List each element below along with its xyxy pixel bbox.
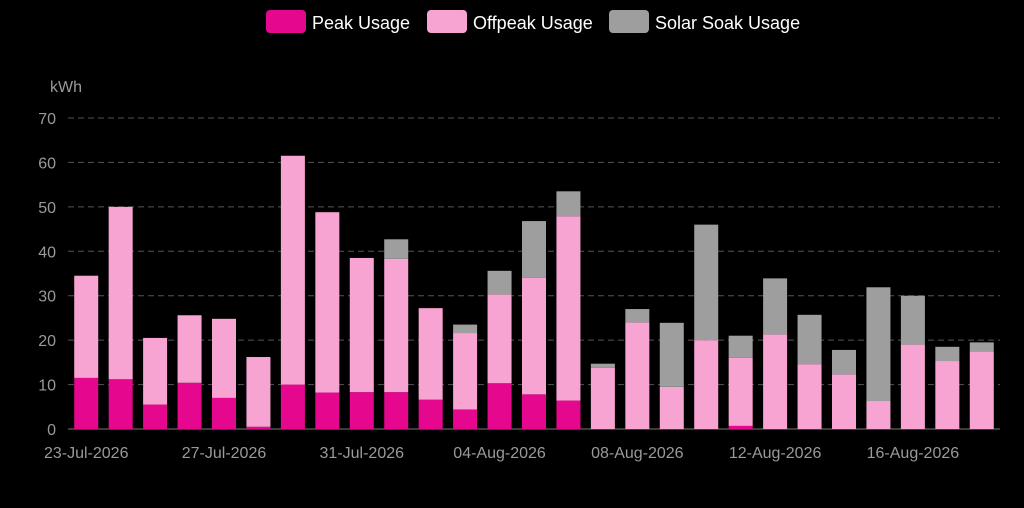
bar-offpeak[interactable] bbox=[900, 344, 925, 429]
bar-offpeak[interactable] bbox=[797, 364, 822, 429]
bar-peak[interactable] bbox=[177, 382, 202, 429]
legend-swatch-solar-soak bbox=[609, 10, 649, 33]
y-tick-label: 0 bbox=[47, 422, 56, 439]
y-tick-label: 50 bbox=[38, 200, 56, 217]
x-tick-label: 23-Jul-2026 bbox=[44, 445, 129, 462]
legend-label-peak: Peak Usage bbox=[312, 13, 410, 33]
bar-peak[interactable] bbox=[418, 399, 443, 429]
y-tick-label: 10 bbox=[38, 378, 56, 395]
bar-peak[interactable] bbox=[280, 384, 305, 429]
bar-offpeak[interactable] bbox=[625, 322, 650, 429]
bar-solar-soak[interactable] bbox=[590, 363, 615, 368]
bar-offpeak[interactable] bbox=[487, 294, 512, 384]
bar-peak[interactable] bbox=[728, 425, 753, 429]
bar-solar-soak[interactable] bbox=[832, 349, 856, 375]
x-tick-label: 04-Aug-2026 bbox=[453, 445, 546, 462]
x-tick-label: 31-Jul-2026 bbox=[320, 445, 405, 462]
y-axis: 0 10 20 30 40 50 60 70 bbox=[38, 111, 56, 439]
bar-solar-soak[interactable] bbox=[625, 309, 650, 323]
bar-solar-soak[interactable] bbox=[522, 221, 546, 278]
bar-solar-soak[interactable] bbox=[556, 191, 581, 217]
bar-peak[interactable] bbox=[556, 400, 581, 429]
bar-solar-soak[interactable] bbox=[694, 224, 719, 341]
bar-offpeak[interactable] bbox=[349, 257, 374, 393]
x-tick-label: 12-Aug-2026 bbox=[729, 445, 822, 462]
bar-offpeak[interactable] bbox=[556, 216, 581, 401]
y-tick-label: 70 bbox=[38, 111, 56, 128]
bar-offpeak[interactable] bbox=[522, 277, 546, 395]
bar-peak[interactable] bbox=[108, 379, 133, 429]
bar-solar-soak[interactable] bbox=[797, 314, 822, 365]
y-tick-label: 60 bbox=[38, 155, 56, 172]
bar-offpeak[interactable] bbox=[763, 334, 788, 429]
bar-offpeak[interactable] bbox=[143, 337, 168, 405]
bar-solar-soak[interactable] bbox=[384, 239, 409, 259]
bar-offpeak[interactable] bbox=[832, 374, 856, 429]
bar-solar-soak[interactable] bbox=[728, 335, 753, 358]
y-tick-label: 30 bbox=[38, 289, 56, 306]
bar-offpeak[interactable] bbox=[177, 315, 202, 383]
bar-solar-soak[interactable] bbox=[659, 322, 684, 387]
x-tick-label: 16-Aug-2026 bbox=[867, 445, 960, 462]
bar-offpeak[interactable] bbox=[659, 386, 684, 429]
legend-item-peak[interactable]: Peak Usage bbox=[266, 10, 410, 33]
bar-peak[interactable] bbox=[522, 394, 546, 429]
legend: Peak Usage Offpeak Usage Solar Soak Usag… bbox=[266, 10, 800, 33]
bar-peak[interactable] bbox=[212, 397, 236, 429]
bar-peak[interactable] bbox=[246, 426, 271, 429]
bar-offpeak[interactable] bbox=[280, 155, 305, 385]
bar-offpeak[interactable] bbox=[590, 367, 615, 429]
bar-offpeak[interactable] bbox=[212, 318, 236, 398]
bar-solar-soak[interactable] bbox=[866, 287, 891, 402]
bar-offpeak[interactable] bbox=[384, 258, 409, 393]
y-axis-unit-label: kWh bbox=[50, 79, 82, 96]
bar-peak[interactable] bbox=[384, 392, 409, 429]
y-tick-label: 40 bbox=[38, 244, 56, 261]
bar-solar-soak[interactable] bbox=[487, 270, 512, 295]
bar-peak[interactable] bbox=[453, 409, 478, 429]
legend-swatch-offpeak bbox=[427, 10, 467, 33]
x-tick-label: 27-Jul-2026 bbox=[182, 445, 267, 462]
bar-offpeak[interactable] bbox=[935, 361, 960, 429]
bar-solar-soak[interactable] bbox=[900, 295, 925, 345]
x-axis: 23-Jul-2026 27-Jul-2026 31-Jul-2026 04-Aug-… bbox=[44, 445, 959, 462]
bar-solar-soak[interactable] bbox=[453, 324, 478, 334]
legend-label-solar-soak: Solar Soak Usage bbox=[655, 13, 800, 33]
legend-item-solar-soak[interactable]: Solar Soak Usage bbox=[609, 10, 800, 33]
bar-offpeak[interactable] bbox=[246, 357, 271, 427]
bar-offpeak[interactable] bbox=[74, 275, 99, 378]
bar-peak[interactable] bbox=[143, 404, 168, 429]
bar-solar-soak[interactable] bbox=[969, 342, 994, 352]
bar-solar-soak[interactable] bbox=[935, 346, 960, 362]
y-tick-label: 20 bbox=[38, 333, 56, 350]
bar-offpeak[interactable] bbox=[315, 212, 340, 393]
bar-offpeak[interactable] bbox=[108, 206, 133, 380]
bar-offpeak[interactable] bbox=[866, 401, 891, 429]
bar-solar-soak[interactable] bbox=[763, 278, 788, 335]
legend-label-offpeak: Offpeak Usage bbox=[473, 13, 593, 33]
bar-offpeak[interactable] bbox=[969, 351, 994, 429]
bar-offpeak[interactable] bbox=[728, 357, 753, 426]
bar-peak[interactable] bbox=[349, 392, 374, 429]
bar-offpeak[interactable] bbox=[453, 333, 478, 410]
legend-item-offpeak[interactable]: Offpeak Usage bbox=[427, 10, 593, 33]
bar-offpeak[interactable] bbox=[694, 340, 719, 429]
bar-peak[interactable] bbox=[315, 392, 340, 429]
bars bbox=[74, 155, 994, 429]
x-tick-label: 08-Aug-2026 bbox=[591, 445, 684, 462]
bar-peak[interactable] bbox=[74, 377, 99, 429]
legend-swatch-peak bbox=[266, 10, 306, 33]
bar-offpeak[interactable] bbox=[418, 308, 443, 400]
bar-peak[interactable] bbox=[487, 383, 512, 429]
